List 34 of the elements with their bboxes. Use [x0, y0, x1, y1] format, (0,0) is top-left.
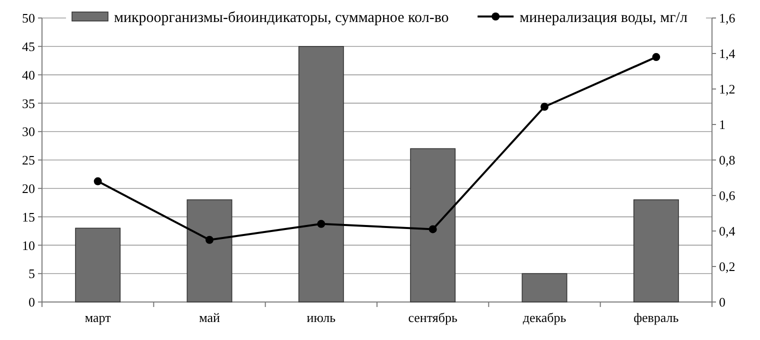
y-tick-label: 25	[22, 152, 35, 168]
y-tick-label: 0	[28, 294, 35, 310]
y2-tick-label: 0	[719, 294, 726, 310]
point	[428, 225, 437, 234]
point	[317, 220, 326, 228]
x-tick-label: сентябрь	[408, 310, 458, 325]
y2-tick-label: 0,6	[719, 188, 736, 204]
y2-tick-label: 0,2	[719, 259, 736, 274]
y2-tick-label: 1,6	[719, 10, 736, 26]
y2-tick-label: 0,4	[719, 224, 736, 239]
x-tick-label: декабрь	[522, 310, 566, 325]
y-tick-label: 5	[28, 266, 35, 282]
x-tick-label: март	[84, 310, 112, 325]
x-tick-label: май	[199, 310, 220, 325]
y-tick-label: 40	[22, 67, 35, 82]
y2-tick-label: 0,8	[719, 152, 736, 168]
point	[94, 177, 102, 186]
point	[540, 102, 548, 111]
y-tick-label: 45	[22, 38, 35, 54]
y2-tick-label: 1	[719, 117, 726, 132]
point	[652, 53, 660, 62]
y-tick-label: 50	[22, 10, 35, 26]
x-tick-label: июль	[306, 310, 336, 325]
point	[206, 236, 214, 244]
y-tick-label: 30	[22, 124, 35, 140]
y2-tick-label: 1,2	[719, 82, 736, 97]
y-tick-label: 10	[22, 238, 35, 253]
y2-tick-label: 1,4	[719, 46, 736, 62]
y-tick-label: 35	[22, 96, 35, 111]
legend-label: микроорганизмы-биоиндикаторы, суммарное кол-во	[114, 10, 449, 26]
y-tick-label: 20	[22, 180, 35, 196]
x-tick-label: февраль	[634, 310, 679, 325]
y-tick-label: 15	[22, 209, 35, 224]
legend-label: минерализация воды, мг/л	[520, 10, 688, 26]
